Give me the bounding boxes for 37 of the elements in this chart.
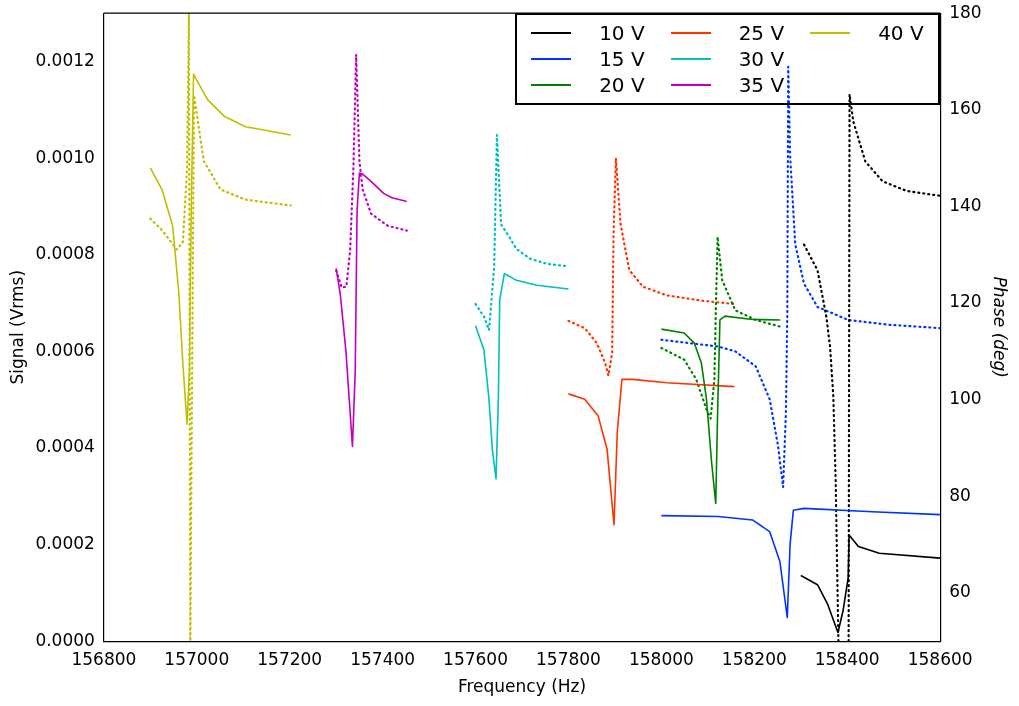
line-series: [567, 157, 736, 377]
legend-label: 35 V: [738, 73, 785, 98]
legend-label: 30 V: [738, 47, 785, 72]
y2-tick-label: 80: [949, 484, 971, 505]
x-tick-label: 157000: [164, 648, 230, 669]
y2-tick-label: 120: [949, 291, 982, 312]
y2-tick-label: 160: [949, 98, 982, 119]
legend-label: 40 V: [878, 21, 924, 46]
x-tick-label: 157800: [536, 648, 601, 669]
legend-label: 15 V: [599, 47, 645, 72]
x-tick-label: 156800: [71, 648, 137, 669]
x-tick-label: 157400: [350, 648, 416, 669]
y-tick-label: 0.0004: [35, 436, 95, 457]
y-tick-label: 0.0010: [35, 146, 95, 167]
x-tick-label: 158000: [628, 648, 694, 669]
line-series: [149, 13, 292, 642]
x-tick-label: 158600: [907, 648, 973, 669]
y2-tick-label: 140: [949, 194, 982, 215]
x-tick-label: 158200: [721, 648, 787, 669]
y2-axis-title: Phase (deg): [990, 276, 1011, 378]
x-tick-label: 158400: [814, 648, 880, 669]
y-tick-label: 0.0006: [35, 339, 95, 360]
y-tick-label: 0.0012: [35, 49, 95, 70]
y-tick-label: 0.0008: [35, 243, 95, 264]
y2-tick-label: 180: [949, 1, 982, 22]
y2-tick-label: 100: [949, 388, 982, 409]
y2-tick-label: 60: [949, 581, 971, 602]
y-tick-label: 0.0002: [35, 533, 95, 554]
x-tick-label: 157600: [443, 648, 509, 669]
y-axis-title: Signal (Vrms): [6, 269, 27, 385]
legend-label: 10 V: [599, 21, 645, 46]
line-series: [660, 65, 941, 489]
y-tick-label: 0.0000: [35, 629, 95, 650]
x-tick-label: 157200: [257, 648, 323, 669]
legend-label: 25 V: [738, 21, 785, 46]
legend-label: 20 V: [599, 73, 645, 98]
x-axis-title: Frequency (Hz): [457, 676, 587, 697]
